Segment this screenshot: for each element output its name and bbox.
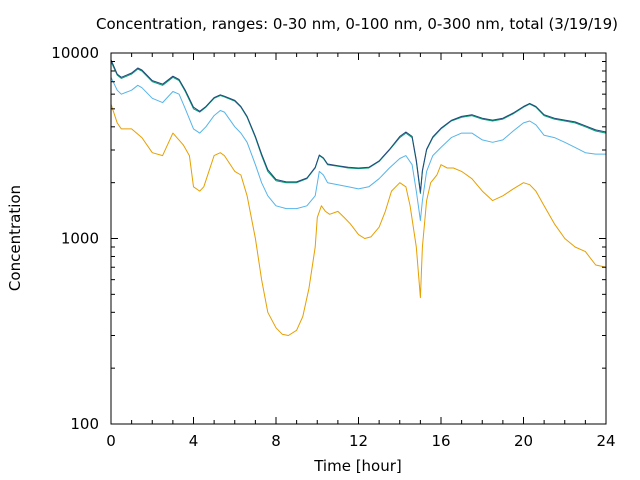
y-tick-label: 10000 (51, 44, 99, 62)
x-tick-label: 16 (431, 432, 450, 450)
x-axis-label: Time [hour] (313, 457, 402, 475)
tick-layer: 0 4 8 12 16 20 24 100 1000 10000 (51, 44, 615, 450)
x-tick-label: 0 (106, 432, 116, 450)
x-tick-label: 20 (514, 432, 533, 450)
plot-frame (110, 52, 607, 425)
series-line-4 (110, 59, 607, 193)
x-tick-label: 24 (596, 432, 615, 450)
y-tick-label: 1000 (61, 230, 99, 248)
x-tick-label: 12 (349, 432, 368, 450)
y-tick-label: 100 (70, 415, 99, 433)
series-line-1 (110, 103, 607, 336)
x-tick-label: 4 (189, 432, 199, 450)
series-layer (110, 59, 607, 336)
series-line-2 (110, 77, 606, 221)
series-line-3 (110, 61, 607, 194)
y-axis-label: Concentration (6, 185, 24, 291)
x-tick-label: 8 (271, 432, 281, 450)
chart-title: Concentration, ranges: 0-30 nm, 0-100 nm… (96, 15, 618, 33)
